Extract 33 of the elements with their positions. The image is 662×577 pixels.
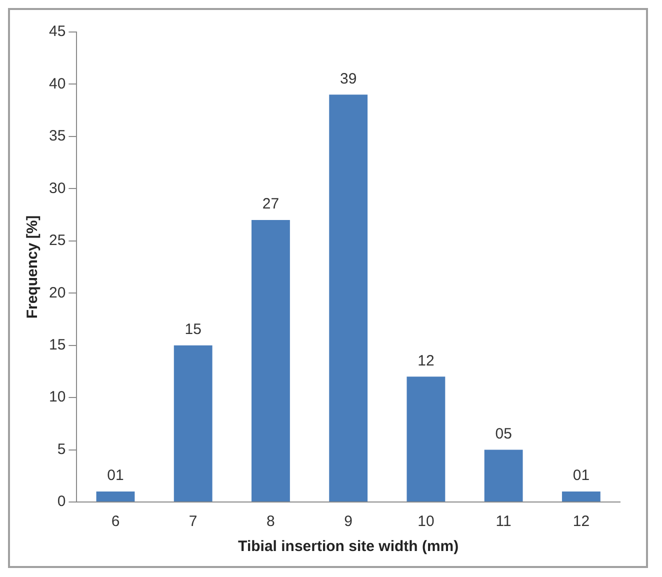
x-tick-label: 11 (496, 513, 512, 530)
y-tick-label: 10 (48, 388, 66, 406)
x-tick-label: 8 (266, 513, 275, 530)
y-tick-label: 15 (48, 336, 66, 354)
data-label: 27 (262, 196, 280, 213)
bar (406, 376, 446, 502)
y-tick-label: 30 (48, 180, 66, 197)
data-label: 39 (340, 70, 357, 88)
y-tick-label: 0 (57, 493, 66, 510)
data-label: 12 (418, 352, 434, 370)
y-tick-label: 40 (48, 75, 66, 92)
y-tick-label: 35 (48, 128, 66, 145)
data-label: 05 (495, 425, 512, 442)
data-label: 15 (184, 320, 202, 338)
x-tick-label: 10 (418, 513, 434, 530)
y-tick-label: 5 (57, 440, 66, 458)
bar (96, 492, 135, 502)
y-tick-label: 45 (48, 23, 66, 40)
x-tick-label: 9 (344, 513, 353, 530)
y-tick-label: 25 (48, 232, 66, 250)
x-tick-label: 12 (572, 513, 590, 530)
bar (329, 94, 368, 502)
x-axis-title: Tibial insertion site width (mm) (238, 538, 459, 556)
bar (562, 492, 600, 502)
bar (484, 450, 523, 502)
x-tick-label: 6 (111, 513, 120, 530)
y-tick-label: 20 (48, 284, 66, 302)
data-label: 01 (107, 467, 124, 484)
bar (252, 220, 290, 502)
y-axis-title: Frequency [%] (24, 215, 42, 319)
bar (174, 345, 212, 502)
x-tick-label: 7 (188, 513, 198, 530)
data-label: 01 (572, 467, 590, 484)
